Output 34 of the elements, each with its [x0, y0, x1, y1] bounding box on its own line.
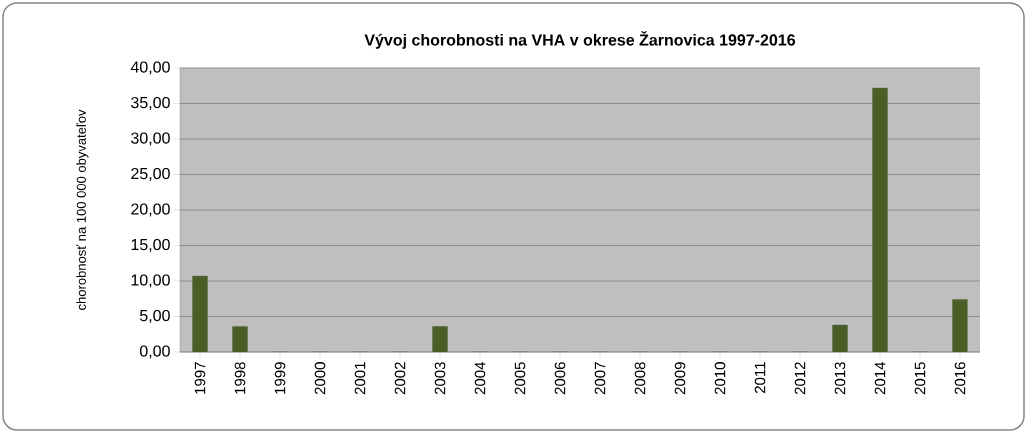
x-tick-label: 2008 — [634, 362, 646, 395]
x-tick-label: 2005 — [514, 362, 526, 395]
x-tick-label: 2010 — [714, 362, 726, 395]
y-tick-label: 0,00 — [139, 345, 170, 359]
x-tick-label: 2004 — [474, 361, 486, 395]
x-tick-label: 2016 — [954, 362, 966, 395]
x-tick-label: 2003 — [434, 362, 446, 395]
x-tick-label: 2014 — [874, 361, 886, 395]
x-tick-label: 2015 — [914, 362, 926, 395]
x-tick-label: 2009 — [674, 362, 686, 395]
y-tick-label: 20,00 — [131, 203, 170, 217]
y-tick-label: 25,00 — [131, 167, 170, 182]
y-axis-title: chorobnosť na 100 000 obyvateľov — [76, 109, 89, 310]
x-tick-label: 1997 — [194, 362, 206, 394]
y-tick-label: 40,00 — [130, 61, 170, 75]
x-tick-label: 2002 — [394, 362, 406, 395]
x-tick-label: 2013 — [834, 362, 846, 395]
y-tick-label: 5,00 — [139, 309, 170, 324]
x-tick-label: 1998 — [234, 362, 246, 394]
x-tick-label: 2000 — [314, 362, 326, 395]
x-tick-label: 2007 — [594, 362, 606, 395]
x-tick-label: 2006 — [554, 362, 566, 395]
chart-title: Vývoj chorobnosti na VHA v okrese Žarnovica 1997-2016 — [364, 31, 796, 49]
bar — [192, 275, 208, 352]
x-tick-label: 1999 — [274, 362, 286, 394]
x-tick-label: 2012 — [794, 362, 806, 395]
x-tick-label: 2001 — [354, 362, 366, 395]
y-tick-label: 10,00 — [131, 274, 170, 288]
y-tick-label: 15,00 — [131, 238, 170, 253]
y-tick-label: 30,00 — [131, 132, 170, 146]
bar — [872, 87, 888, 352]
y-tick-label: 35,00 — [131, 96, 170, 111]
x-tick-label: 2011 — [754, 362, 766, 394]
bar — [952, 299, 968, 352]
